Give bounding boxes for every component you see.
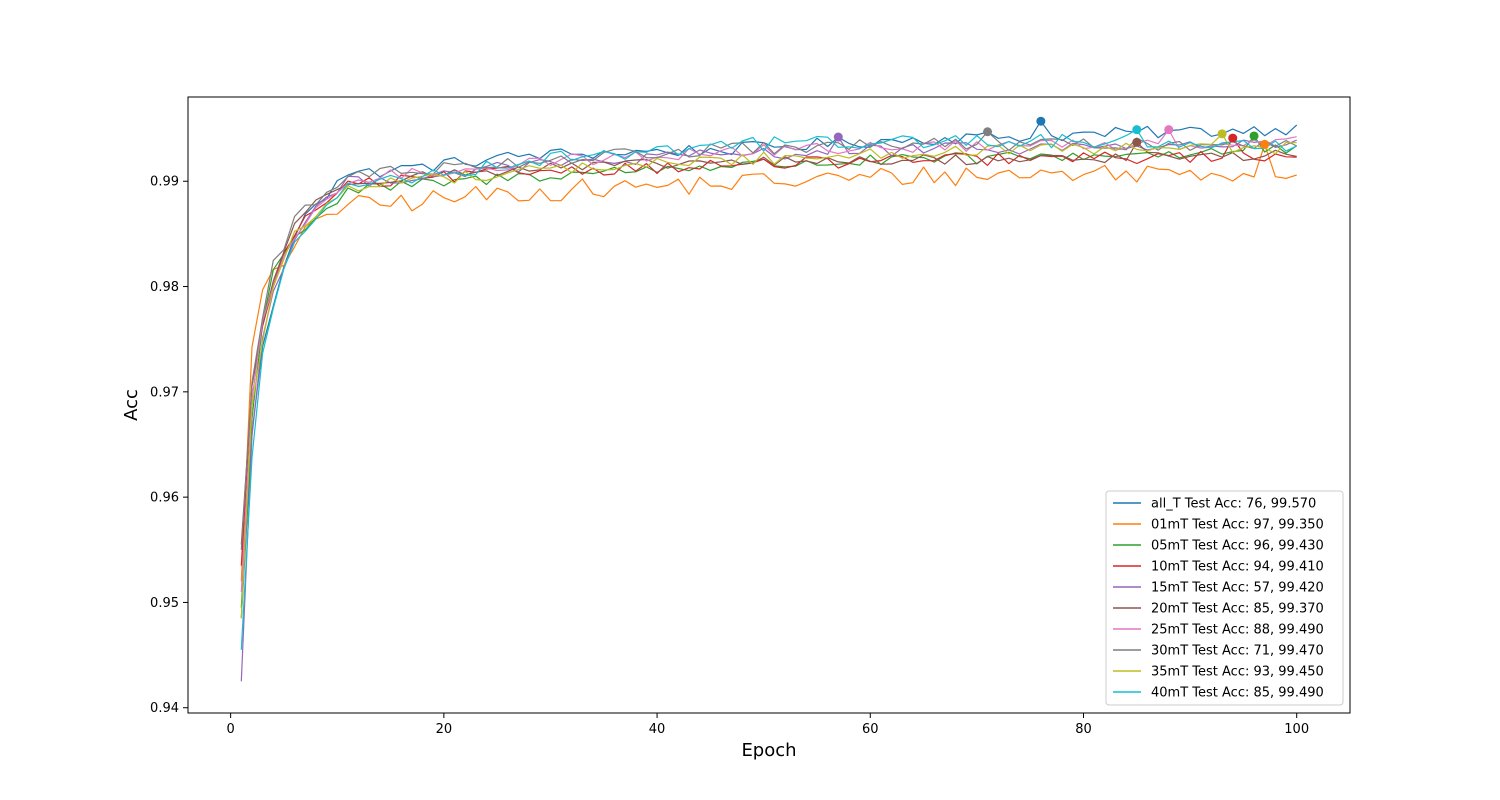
y-tick-label: 0.96 bbox=[150, 491, 179, 506]
legend-label: 25mT Test Acc: 88, 99.490 bbox=[1151, 623, 1324, 638]
y-axis-ticks: 0.94 0.95 0.96 0.97 0.98 0.99 bbox=[150, 175, 188, 716]
y-tick-label: 0.99 bbox=[150, 175, 179, 190]
x-tick-label: 60 bbox=[862, 722, 879, 737]
x-tick-label: 0 bbox=[227, 722, 235, 737]
legend-label: 05mT Test Acc: 96, 99.430 bbox=[1151, 539, 1324, 554]
x-axis-title: Epoch bbox=[741, 740, 796, 761]
legend: all_T Test Acc: 76, 99.570 01mT Test Acc:… bbox=[1105, 490, 1344, 706]
legend-label: 35mT Test Acc: 93, 99.450 bbox=[1151, 665, 1324, 680]
x-tick-label: 20 bbox=[436, 722, 453, 737]
legend-label: 10mT Test Acc: 94, 99.410 bbox=[1151, 560, 1324, 575]
x-tick-label: 80 bbox=[1075, 722, 1092, 737]
series-line bbox=[240, 129, 1297, 650]
x-tick-label: 100 bbox=[1284, 722, 1309, 737]
best-epoch-marker bbox=[1249, 131, 1259, 141]
legend-label: all_T Test Acc: 76, 99.570 bbox=[1151, 497, 1316, 512]
legend-label: 15mT Test Acc: 57, 99.420 bbox=[1151, 581, 1324, 596]
legend-label: 01mT Test Acc: 97, 99.350 bbox=[1151, 518, 1324, 533]
legend-label: 40mT Test Acc: 85, 99.490 bbox=[1151, 686, 1324, 701]
legend-entries: all_T Test Acc: 76, 99.570 01mT Test Acc:… bbox=[1113, 497, 1324, 701]
series-line bbox=[240, 131, 1297, 550]
plot-frame bbox=[187, 96, 1351, 714]
best-epoch-marker bbox=[1260, 139, 1270, 149]
y-tick-label: 0.94 bbox=[150, 701, 179, 716]
best-epoch-marker bbox=[1132, 137, 1142, 147]
best-epoch-marker bbox=[1228, 133, 1238, 143]
best-epoch-marker bbox=[833, 132, 843, 142]
best-epoch-marker bbox=[1132, 125, 1142, 135]
best-epoch-marker bbox=[983, 127, 993, 137]
y-tick-label: 0.95 bbox=[150, 596, 179, 611]
legend-label: 30mT Test Acc: 71, 99.470 bbox=[1151, 644, 1324, 659]
best-epoch-marker bbox=[1217, 129, 1227, 139]
best-epoch-marker bbox=[1036, 116, 1046, 126]
series-line bbox=[240, 133, 1297, 619]
y-tick-label: 0.98 bbox=[150, 280, 179, 295]
y-axis-title: Acc bbox=[121, 389, 142, 421]
series-layer bbox=[240, 120, 1298, 682]
x-tick-label: 40 bbox=[649, 722, 666, 737]
x-axis-ticks: 0 20 40 60 80 100 bbox=[227, 713, 1309, 737]
y-tick-label: 0.97 bbox=[150, 385, 179, 400]
legend-label: 20mT Test Acc: 85, 99.370 bbox=[1151, 602, 1324, 617]
best-epoch-marker bbox=[1164, 125, 1174, 135]
series-line bbox=[240, 143, 1297, 582]
series-line bbox=[240, 120, 1298, 619]
series-line bbox=[240, 141, 1297, 545]
legend-box bbox=[1105, 490, 1344, 706]
best-marker-layer bbox=[833, 116, 1270, 149]
